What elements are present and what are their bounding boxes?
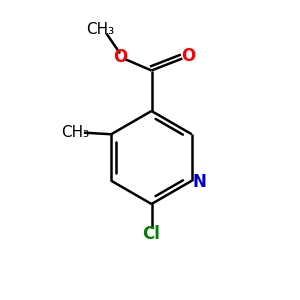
Text: CH₃: CH₃ <box>86 22 115 38</box>
Text: O: O <box>113 48 127 66</box>
Text: N: N <box>192 173 206 191</box>
Text: O: O <box>181 47 196 65</box>
Text: Cl: Cl <box>142 225 160 243</box>
Text: CH₃: CH₃ <box>61 125 89 140</box>
